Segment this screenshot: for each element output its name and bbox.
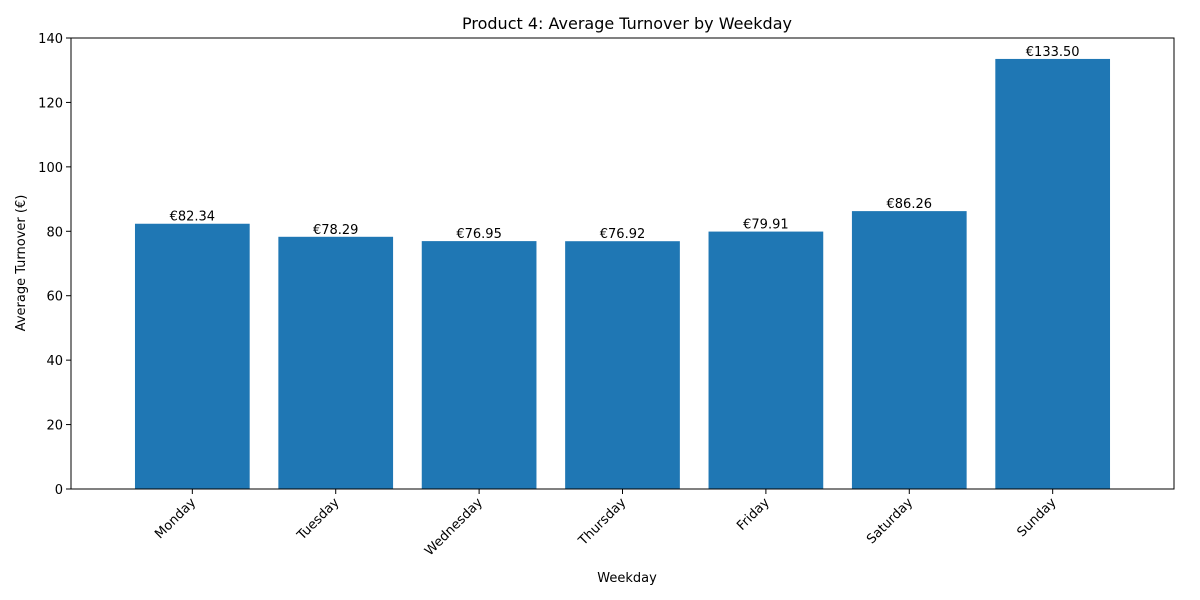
y-tick-label: 80 bbox=[46, 225, 63, 240]
x-tick-label-monday: Monday bbox=[152, 495, 199, 542]
y-tick-label: 60 bbox=[46, 290, 63, 305]
bar-monday bbox=[134, 223, 250, 490]
x-tick-label-saturday: Saturday bbox=[864, 495, 916, 547]
bar-sunday bbox=[995, 58, 1111, 490]
y-tick-label: 100 bbox=[38, 161, 63, 176]
bars-group bbox=[134, 58, 1111, 490]
data-label-monday: €82.34 bbox=[170, 210, 216, 225]
bar-saturday bbox=[851, 211, 967, 489]
chart-title: Product 4: Average Turnover by Weekday bbox=[462, 14, 792, 33]
bar-thursday bbox=[565, 241, 680, 489]
x-axis: Monday Tuesday Wednesday Thursday Friday Satu… bbox=[152, 489, 1060, 559]
x-tick-label-friday: Friday bbox=[734, 495, 773, 534]
x-tick-label-tuesday: Tuesday bbox=[294, 495, 343, 544]
y-axis-label: Average Turnover (€) bbox=[14, 195, 29, 332]
y-axis: 0 20 40 60 80 100 120 140 bbox=[38, 32, 71, 498]
x-tick-label-sunday: Sunday bbox=[1014, 495, 1059, 540]
plot-frame bbox=[70, 37, 1175, 490]
bar-friday bbox=[708, 231, 824, 490]
y-tick-label: 140 bbox=[38, 32, 63, 47]
bar-wednesday bbox=[421, 241, 537, 489]
data-label-tuesday: €78.29 bbox=[313, 223, 359, 238]
y-tick-label: 40 bbox=[46, 354, 63, 369]
data-label-friday: €79.91 bbox=[743, 218, 789, 233]
bar-tuesday bbox=[278, 236, 394, 489]
data-label-saturday: €86.26 bbox=[887, 197, 933, 212]
y-tick-label: 0 bbox=[55, 483, 63, 498]
x-tick-label-thursday: Thursday bbox=[575, 495, 629, 549]
x-axis-label: Weekday bbox=[597, 571, 657, 586]
data-label-wednesday: €76.95 bbox=[456, 227, 502, 242]
data-label-thursday: €76.92 bbox=[600, 227, 646, 242]
x-tick-label-wednesday: Wednesday bbox=[422, 495, 486, 559]
y-tick-label: 20 bbox=[46, 419, 63, 434]
data-label-sunday: €133.50 bbox=[1026, 45, 1080, 60]
y-tick-label: 120 bbox=[38, 96, 63, 111]
data-labels-group: €82.34 €78.29 €76.95 €76.92 €79.91 €86.26 €133… bbox=[170, 45, 1080, 242]
